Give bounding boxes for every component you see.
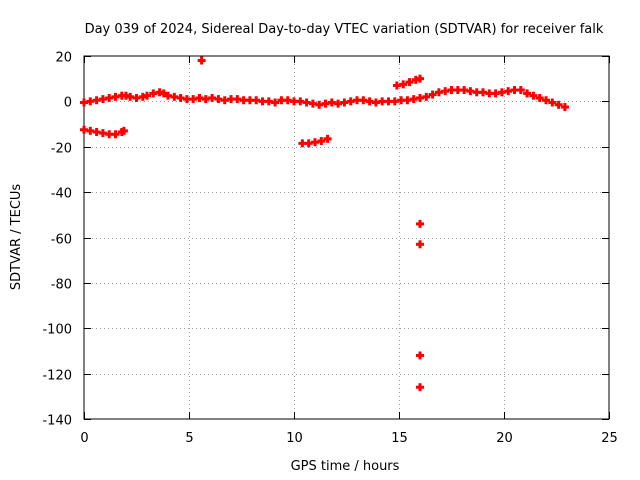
y-tick-label: 20 — [55, 51, 72, 66]
y-tick-label: -60 — [51, 233, 72, 248]
grid — [84, 56, 609, 419]
data-point — [535, 93, 544, 102]
data-point — [560, 103, 569, 112]
y-tick-label: -80 — [51, 278, 72, 293]
data-point — [416, 351, 424, 360]
data-point — [416, 219, 424, 228]
x-tick-label: 15 — [391, 431, 408, 446]
data-point — [143, 91, 151, 100]
data-point — [516, 86, 525, 95]
y-axis-label: SDTVAR / TECUs — [9, 184, 24, 291]
data-point — [111, 130, 120, 139]
data-points — [80, 56, 569, 392]
y-tick-label: 0 — [64, 96, 72, 111]
data-point — [529, 91, 538, 100]
data-point — [523, 89, 532, 98]
data-point — [317, 137, 326, 146]
x-tick-label: 0 — [80, 431, 88, 446]
x-tick-label: 25 — [601, 431, 618, 446]
data-point — [399, 80, 408, 89]
data-point — [416, 240, 424, 249]
x-tick-label: 20 — [496, 431, 513, 446]
data-point — [416, 74, 424, 83]
data-point — [323, 134, 332, 143]
data-point — [428, 90, 437, 99]
x-axis-label: GPS time / hours — [291, 459, 400, 474]
data-point — [542, 96, 550, 105]
y-tick-label: -140 — [42, 414, 72, 429]
axis-ticks: 20 0 -20 -40 -60 -80 -100 -120 -140 0 5 10 15 20 25 — [42, 51, 617, 447]
data-point — [422, 92, 431, 101]
chart-title: Day 039 of 2024, Sidereal Day-to-day VTE… — [85, 22, 604, 37]
y-tick-label: -20 — [51, 142, 72, 157]
data-point — [119, 126, 128, 135]
data-point — [554, 100, 563, 109]
plot-frame — [83, 55, 610, 420]
data-point — [548, 98, 557, 107]
data-point — [416, 383, 424, 392]
x-tick-label: 5 — [185, 431, 193, 446]
data-point — [159, 89, 168, 98]
y-tick-label: -40 — [51, 187, 72, 202]
y-tick-label: -120 — [42, 369, 72, 384]
x-tick-label: 10 — [286, 431, 303, 446]
data-point — [197, 56, 206, 65]
y-tick-label: -100 — [42, 323, 72, 338]
data-point — [405, 78, 414, 87]
data-point — [271, 98, 280, 107]
